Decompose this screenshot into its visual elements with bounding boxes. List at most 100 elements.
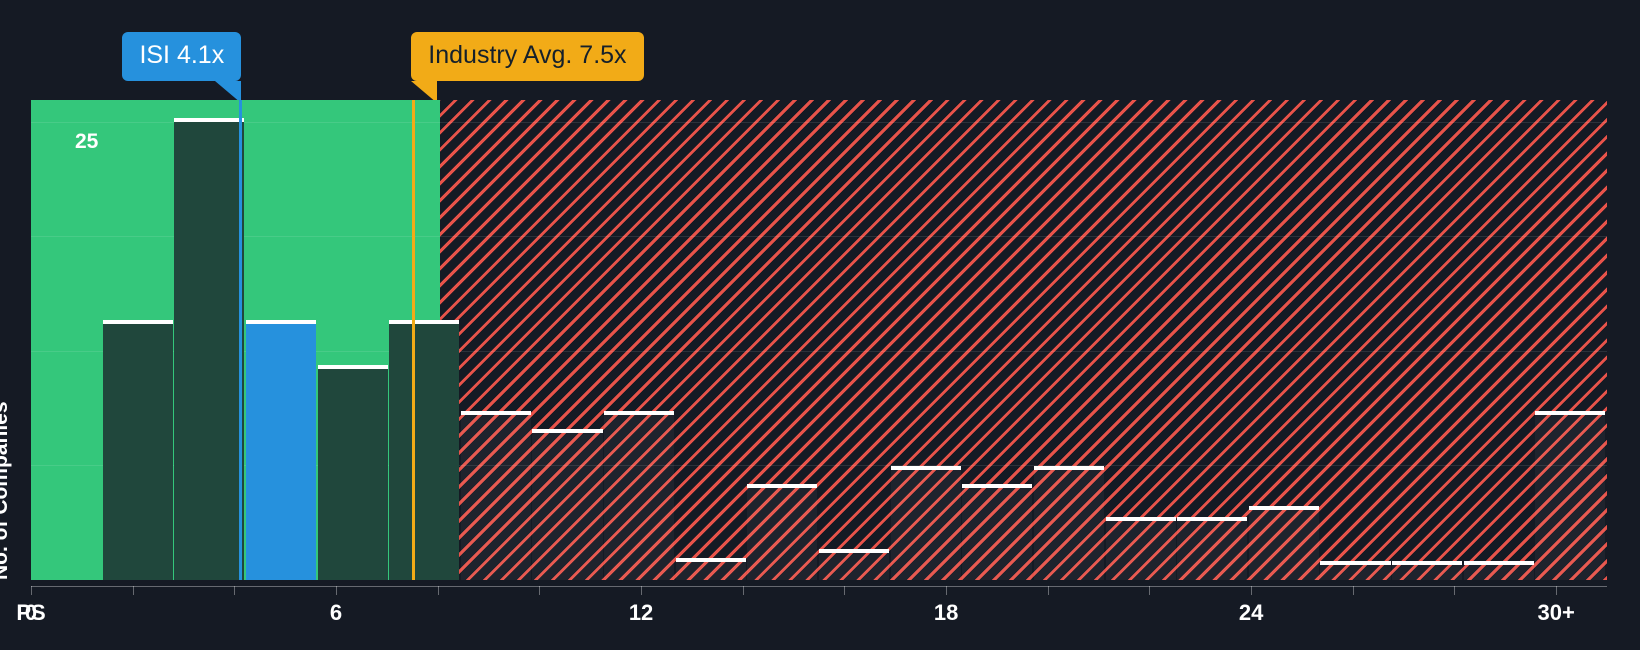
gridline (31, 121, 1607, 123)
histogram-bar[interactable] (1105, 517, 1176, 580)
bar-body (1535, 415, 1606, 580)
bar-cap (1392, 561, 1463, 566)
histogram-bar[interactable] (962, 484, 1033, 580)
x-axis-tick (132, 586, 134, 595)
company-marker-callout[interactable]: ISI 4.1x (122, 32, 242, 103)
x-axis-tick (336, 586, 338, 595)
bar-body (460, 415, 531, 580)
histogram-bar[interactable] (890, 466, 961, 580)
x-axis-tick (437, 586, 439, 595)
histogram-bar[interactable] (102, 319, 173, 580)
bar-cap (1033, 466, 1105, 471)
histogram-bar[interactable] (1463, 561, 1534, 580)
bar-body (1033, 470, 1105, 580)
histogram-bar[interactable] (819, 548, 890, 580)
bar-body (819, 552, 890, 580)
plot-area: 25 No. of Companies (0, 100, 1607, 580)
industry-average-callout[interactable]: Industry Avg. 7.5x (411, 32, 644, 103)
x-axis-tick-label: 0 (24, 600, 38, 625)
x-axis-tick (641, 586, 643, 595)
bar-cap (819, 548, 890, 553)
bar-cap (389, 319, 460, 324)
bar-body (389, 323, 460, 580)
bar-cap (174, 118, 245, 122)
bar-body (1105, 521, 1176, 580)
x-axis-tick (946, 586, 948, 595)
x-axis-line (31, 586, 1607, 587)
gridline (31, 465, 1607, 467)
bar-cap (1248, 506, 1319, 511)
histogram-bar[interactable] (1535, 411, 1606, 580)
x-axis-tick (539, 586, 541, 595)
industry-average-marker-line (412, 100, 416, 580)
bar-cap (675, 557, 746, 562)
histogram-bar[interactable] (1320, 561, 1391, 580)
histogram-bar[interactable] (317, 365, 388, 580)
gridline (31, 350, 1607, 352)
bar-cap (747, 484, 818, 489)
bar-body (604, 415, 675, 580)
bar-cap (245, 319, 317, 324)
bar-body (174, 122, 245, 580)
x-axis-tick (1454, 586, 1456, 595)
bar-cap (1320, 561, 1391, 566)
bar-body (245, 323, 317, 580)
histogram-bar[interactable] (1248, 506, 1319, 580)
company-marker-line (239, 100, 243, 580)
bar-body (1248, 510, 1319, 580)
x-axis-tick (742, 586, 744, 595)
x-axis-tick (31, 586, 32, 595)
y-axis-title: No. of Companies (0, 401, 12, 580)
bar-cap (1177, 517, 1248, 522)
bar-body (890, 470, 961, 580)
bar-body (962, 488, 1033, 580)
x-axis-tick-label: 24 (1238, 600, 1264, 625)
bar-body (1392, 565, 1463, 580)
histogram-bar[interactable] (604, 411, 675, 580)
x-axis-tick-label: 18 (933, 600, 959, 625)
company-marker-callout-label: ISI 4.1x (139, 41, 225, 69)
bar-cap (102, 319, 173, 324)
histogram-bar[interactable] (174, 118, 245, 580)
bar-body (532, 433, 603, 580)
bar-cap (532, 429, 603, 434)
bar-cap (1105, 517, 1176, 522)
y-axis-tick-label: 25 (75, 129, 99, 153)
bar-cap (1535, 411, 1606, 416)
x-axis-tick (1352, 586, 1354, 595)
bar-body (317, 369, 388, 580)
x-axis-tick (234, 586, 236, 595)
bar-cap (962, 484, 1033, 489)
bar-body (1177, 521, 1248, 580)
gridline (31, 236, 1607, 238)
x-axis-tick (1047, 586, 1049, 595)
histogram-bar[interactable] (532, 429, 603, 580)
histogram-bar[interactable] (747, 484, 818, 580)
bar-body (102, 323, 173, 580)
callout-tail-icon (215, 80, 242, 103)
histogram-bar[interactable] (1392, 561, 1463, 580)
histogram-bar[interactable] (389, 319, 460, 580)
x-axis-tick (1149, 586, 1151, 595)
bar-cap (317, 365, 388, 370)
x-axis-tick-label: 12 (628, 600, 654, 625)
bar-cap (1463, 561, 1534, 566)
histogram-bar[interactable] (460, 411, 531, 580)
overvalued-region-hatched (440, 100, 1607, 580)
histogram-bar[interactable] (245, 319, 317, 580)
histogram-bar[interactable] (1177, 517, 1248, 580)
x-axis-tick-label: 6 (329, 600, 343, 625)
industry-average-callout-label: Industry Avg. 7.5x (428, 41, 627, 69)
histogram-bar[interactable] (675, 557, 746, 580)
x-axis-tick (1251, 586, 1253, 595)
bar-body (1463, 565, 1534, 580)
bar-body (1320, 565, 1391, 580)
bar-body (747, 488, 818, 580)
x-axis-tick (1556, 586, 1558, 595)
bar-cap (460, 411, 531, 416)
bar-cap (604, 411, 675, 416)
bar-cap (890, 466, 961, 471)
x-axis-tick-label: 30+ (1537, 600, 1575, 625)
histogram-bar[interactable] (1033, 466, 1105, 580)
